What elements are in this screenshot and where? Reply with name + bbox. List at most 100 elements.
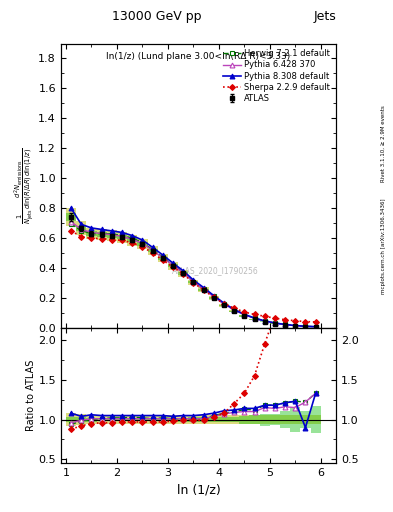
- Bar: [219, 304, 229, 307]
- Pythia 8.308 default: [140, 237, 145, 243]
- Bar: [127, 239, 137, 242]
- Bar: [158, 257, 168, 260]
- Bar: [198, 415, 209, 424]
- Bar: [280, 411, 290, 428]
- Bar: [280, 325, 290, 326]
- Bar: [97, 415, 107, 424]
- Bar: [127, 235, 137, 246]
- Bar: [260, 322, 270, 323]
- Bar: [178, 418, 188, 421]
- Bar: [147, 418, 158, 421]
- Sherpa 2.2.9 default: [120, 237, 125, 243]
- Pythia 8.308 default: [150, 244, 155, 250]
- Bar: [107, 415, 117, 424]
- Herwig 7.2.1 default: [160, 254, 165, 260]
- Pythia 8.308 default: [242, 311, 247, 317]
- Bar: [188, 281, 198, 284]
- Pythia 8.308 default: [293, 323, 298, 329]
- Pythia 8.308 default: [222, 300, 226, 306]
- Pythia 6.428 370: [252, 315, 257, 322]
- Bar: [229, 311, 239, 312]
- Pythia 6.428 370: [69, 219, 73, 225]
- Pythia 6.428 370: [160, 255, 165, 261]
- Bar: [147, 249, 158, 252]
- Bar: [158, 254, 168, 263]
- Bar: [198, 287, 209, 292]
- Sherpa 2.2.9 default: [232, 305, 237, 311]
- Pythia 6.428 370: [283, 322, 287, 328]
- Bar: [66, 417, 76, 422]
- Bar: [66, 413, 76, 426]
- Bar: [198, 289, 209, 291]
- Bar: [239, 416, 250, 423]
- Bar: [250, 415, 260, 423]
- Bar: [168, 415, 178, 424]
- Pythia 6.428 370: [140, 240, 145, 246]
- Sherpa 2.2.9 default: [293, 317, 298, 324]
- Sherpa 2.2.9 default: [272, 315, 277, 321]
- Bar: [219, 417, 229, 422]
- Herwig 7.2.1 default: [191, 279, 196, 285]
- Bar: [66, 214, 76, 221]
- Herwig 7.2.1 default: [130, 235, 134, 241]
- Bar: [300, 415, 310, 424]
- Y-axis label: Ratio to ATLAS: Ratio to ATLAS: [26, 360, 35, 431]
- Bar: [260, 415, 270, 424]
- Line: Herwig 7.2.1 default: Herwig 7.2.1 default: [69, 222, 318, 329]
- Pythia 8.308 default: [110, 228, 114, 234]
- Text: Jets: Jets: [313, 10, 336, 23]
- Herwig 7.2.1 default: [150, 247, 155, 253]
- Pythia 8.308 default: [283, 322, 287, 328]
- Bar: [137, 418, 147, 421]
- Bar: [209, 417, 219, 422]
- Pythia 6.428 370: [263, 318, 267, 324]
- Pythia 6.428 370: [171, 262, 175, 268]
- Bar: [290, 407, 300, 432]
- Sherpa 2.2.9 default: [110, 237, 114, 243]
- Bar: [178, 272, 188, 274]
- Herwig 7.2.1 default: [232, 307, 237, 313]
- Pythia 8.308 default: [313, 324, 318, 330]
- Bar: [97, 418, 107, 421]
- Pythia 8.308 default: [191, 277, 196, 283]
- Herwig 7.2.1 default: [110, 231, 114, 237]
- Sherpa 2.2.9 default: [69, 228, 73, 234]
- Sherpa 2.2.9 default: [303, 318, 308, 325]
- Sherpa 2.2.9 default: [89, 236, 94, 242]
- Pythia 6.428 370: [211, 294, 216, 300]
- Bar: [188, 280, 198, 285]
- Bar: [188, 417, 198, 422]
- Sherpa 2.2.9 default: [171, 264, 175, 270]
- Bar: [97, 229, 107, 240]
- Bar: [66, 208, 76, 226]
- Bar: [137, 239, 147, 249]
- Bar: [147, 415, 158, 424]
- Herwig 7.2.1 default: [263, 318, 267, 324]
- Pythia 8.308 default: [171, 260, 175, 266]
- Bar: [97, 232, 107, 237]
- Herwig 7.2.1 default: [303, 323, 308, 329]
- Bar: [86, 231, 97, 236]
- Pythia 8.308 default: [263, 318, 267, 324]
- Bar: [137, 242, 147, 246]
- Sherpa 2.2.9 default: [140, 244, 145, 250]
- Pythia 6.428 370: [191, 279, 196, 285]
- Pythia 8.308 default: [79, 221, 84, 227]
- Sherpa 2.2.9 default: [130, 240, 134, 246]
- Bar: [76, 221, 86, 236]
- Bar: [86, 228, 97, 239]
- Bar: [158, 418, 168, 421]
- Bar: [290, 415, 300, 424]
- Bar: [117, 236, 127, 239]
- Pythia 6.428 370: [201, 286, 206, 292]
- Bar: [300, 411, 310, 429]
- Bar: [280, 415, 290, 424]
- Bar: [209, 415, 219, 424]
- Bar: [219, 305, 229, 306]
- Herwig 7.2.1 default: [140, 240, 145, 246]
- Bar: [239, 415, 250, 424]
- Pythia 6.428 370: [181, 270, 185, 276]
- Sherpa 2.2.9 default: [160, 257, 165, 263]
- Pythia 6.428 370: [120, 233, 125, 240]
- Sherpa 2.2.9 default: [201, 287, 206, 293]
